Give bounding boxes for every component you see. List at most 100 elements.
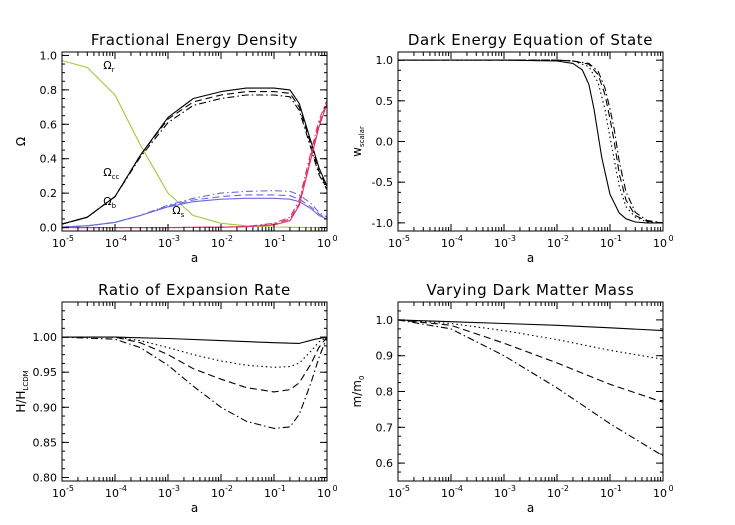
x-tick-exponent: 0 [332, 234, 337, 243]
annotation-main: Ω [103, 195, 111, 208]
x-tick-label: 10 [653, 487, 667, 500]
x-tick-exponent: -2 [225, 234, 233, 243]
series-group [62, 60, 327, 229]
y-axis-label-sub: scalar [358, 126, 366, 147]
x-tick-exponent: -5 [66, 234, 74, 243]
y-tick-label: 0.0 [376, 136, 394, 149]
x-tick-label: 10 [441, 487, 455, 500]
x-tick-label: 10 [52, 237, 66, 250]
series-line-2 [398, 59, 663, 224]
x-tick-exponent: -3 [508, 484, 516, 493]
x-tick-label: 10 [547, 237, 561, 250]
series-line-9 [62, 101, 327, 229]
x-tick-label: 10 [158, 237, 172, 250]
y-tick-label: 0.4 [40, 153, 58, 166]
panel-title: Fractional Energy Density [91, 31, 298, 49]
x-axis-label: a [527, 501, 534, 515]
y-axis-label: Ω [14, 137, 28, 146]
y-tick-label: 0.0 [40, 222, 58, 235]
series-line-3 [62, 91, 327, 225]
y-tick-label: 0.80 [33, 471, 58, 484]
series-annotation: Ωb [103, 195, 116, 210]
x-tick-label: 10 [317, 237, 331, 250]
x-tick-label: 10 [105, 487, 119, 500]
y-tick-label: 1.00 [33, 331, 58, 344]
series-group [398, 319, 663, 457]
y-axis-label-main: w [350, 147, 364, 157]
series-line-1 [398, 59, 663, 224]
series-line-5 [62, 197, 327, 228]
y-tick-label: -0.5 [372, 176, 393, 189]
annotation-sub: b [112, 202, 117, 210]
panel-title: Dark Energy Equation of State [408, 31, 653, 49]
y-axis-label: wscalar [350, 126, 366, 157]
x-tick-exponent: -5 [402, 234, 410, 243]
x-tick-exponent: -4 [119, 484, 127, 493]
annotation-sub: s [181, 211, 185, 219]
y-axis-label-main: H/H [14, 391, 28, 413]
x-tick-exponent: -2 [561, 234, 569, 243]
x-tick-label: 10 [211, 487, 225, 500]
x-tick-label: 10 [494, 487, 508, 500]
x-tick-label: 10 [388, 237, 402, 250]
series-annotation: Ωr [103, 59, 114, 74]
y-tick-label: 0.85 [33, 436, 58, 449]
series-line-1 [398, 319, 663, 332]
series-line-1 [62, 336, 327, 344]
x-tick-label: 10 [441, 237, 455, 250]
series-line-2 [62, 336, 327, 368]
y-tick-label: 0.2 [40, 187, 58, 200]
x-tick-label: 10 [52, 487, 66, 500]
y-tick-label: -1.0 [372, 217, 393, 230]
y-tick-label: 1.0 [376, 314, 394, 327]
y-tick-label: 0.6 [40, 118, 58, 131]
series-group [62, 336, 327, 429]
x-axis-label: a [191, 251, 198, 265]
series-line-8 [62, 103, 327, 229]
annotation-main: Ω [103, 166, 111, 179]
x-tick-exponent: -1 [614, 234, 622, 243]
series-line-6 [62, 194, 327, 228]
x-tick-exponent: -5 [402, 484, 410, 493]
plot-frame [61, 301, 328, 482]
y-axis-label: m/m0 [350, 376, 366, 408]
series-line-4 [398, 59, 663, 224]
plot-frame [397, 51, 664, 232]
series-line-7 [62, 190, 327, 228]
y-tick-label: 0.8 [40, 84, 58, 97]
x-tick-exponent: -1 [614, 484, 622, 493]
annotation-sub: cc [112, 173, 120, 181]
x-tick-label: 10 [158, 487, 172, 500]
x-tick-exponent: -3 [508, 234, 516, 243]
series-group [398, 59, 663, 224]
y-tick-label: 0.7 [376, 421, 394, 434]
x-tick-exponent: 0 [668, 234, 673, 243]
panel-title: Ratio of Expansion Rate [98, 281, 291, 299]
x-tick-exponent: -3 [172, 234, 180, 243]
y-tick-label: 0.90 [33, 401, 58, 414]
x-tick-exponent: -2 [561, 484, 569, 493]
x-axis-label: a [527, 251, 534, 265]
series-line-3 [398, 319, 663, 403]
series-line-4 [398, 319, 663, 457]
y-tick-label: 1.0 [40, 49, 58, 62]
x-tick-exponent: -4 [455, 484, 463, 493]
y-axis-label-main: m/m [350, 380, 364, 407]
y-axis-label-sub: 0 [358, 376, 366, 380]
y-axis-label-main: Ω [14, 137, 28, 146]
panel-title: Varying Dark Matter Mass [427, 281, 635, 299]
x-axis-label: a [191, 501, 198, 515]
x-tick-label: 10 [653, 237, 667, 250]
series-line-1 [62, 60, 327, 229]
x-tick-label: 10 [264, 237, 278, 250]
x-tick-exponent: -3 [172, 484, 180, 493]
y-tick-label: 0.6 [376, 457, 394, 470]
series-line-4 [62, 336, 327, 429]
plot-frame [61, 51, 328, 232]
x-tick-label: 10 [264, 487, 278, 500]
y-tick-label: 0.95 [33, 366, 58, 379]
x-tick-exponent: -1 [278, 484, 286, 493]
